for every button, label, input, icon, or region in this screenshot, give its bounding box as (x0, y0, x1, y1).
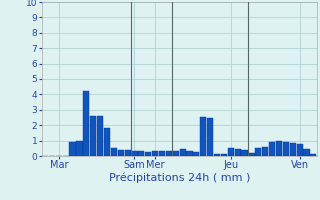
Bar (269, 142, 275, 156)
X-axis label: Précipitations 24h ( mm ): Précipitations 24h ( mm ) (108, 173, 250, 183)
Bar (132, 151, 138, 156)
Bar (276, 141, 282, 156)
Bar (118, 150, 124, 156)
Bar (159, 151, 165, 156)
Bar (303, 149, 309, 156)
Bar (166, 151, 172, 156)
Bar (235, 149, 241, 156)
Bar (173, 151, 179, 156)
Bar (310, 154, 316, 156)
Bar (290, 143, 296, 156)
Bar (214, 154, 220, 156)
Bar (221, 154, 227, 156)
Bar (76, 141, 83, 156)
Bar (180, 149, 186, 156)
Bar (297, 144, 303, 156)
Bar (90, 116, 96, 156)
Bar (187, 151, 193, 156)
Bar (207, 117, 213, 156)
Bar (111, 148, 117, 156)
Bar (255, 148, 261, 156)
Bar (97, 116, 103, 156)
Bar (200, 117, 206, 156)
Bar (193, 152, 199, 156)
Bar (248, 153, 254, 156)
Bar (262, 147, 268, 156)
Bar (138, 151, 144, 156)
Bar (69, 142, 76, 156)
Bar (228, 148, 234, 156)
Bar (104, 128, 110, 156)
Bar (124, 150, 131, 156)
Bar (152, 151, 158, 156)
Bar (145, 152, 151, 156)
Bar (83, 91, 89, 156)
Bar (242, 150, 248, 156)
Bar (283, 142, 289, 156)
